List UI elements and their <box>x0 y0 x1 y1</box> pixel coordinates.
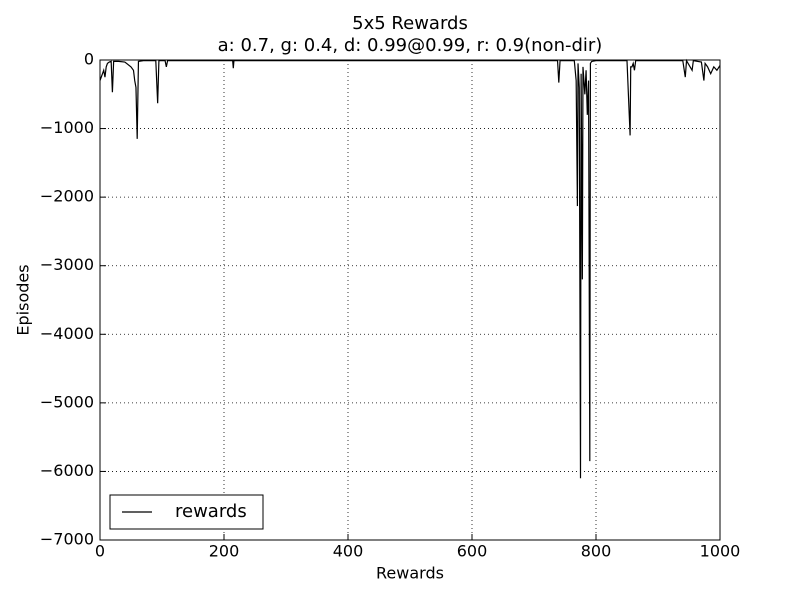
line-series <box>99 58 721 479</box>
x-tick-label: 1000 <box>700 542 741 561</box>
y-tick-label: 0 <box>84 50 94 69</box>
x-tick-label: 800 <box>581 542 612 561</box>
x-tick-label: 0 <box>95 542 105 561</box>
y-tick-label: −1000 <box>40 118 94 137</box>
chart-subtitle: a: 0.7, g: 0.4, d: 0.99@0.99, r: 0.9(non… <box>218 35 603 56</box>
y-tick-label: −2000 <box>40 187 94 206</box>
y-tick-label: −3000 <box>40 255 94 274</box>
chart-title: 5x5 Rewards <box>352 13 468 34</box>
y-tick-label: −6000 <box>40 461 94 480</box>
y-tick-label: −5000 <box>40 392 94 411</box>
y-tick-label: −7000 <box>40 530 94 549</box>
legend-label: rewards <box>175 501 247 522</box>
y-axis-label: Episodes <box>14 264 33 335</box>
x-tick-label: 200 <box>209 542 240 561</box>
x-tick-label: 400 <box>333 542 364 561</box>
x-axis-label: Rewards <box>376 564 444 583</box>
y-tick-label: −4000 <box>40 324 94 343</box>
x-tick-label: 600 <box>457 542 488 561</box>
plot-frame <box>99 59 721 541</box>
